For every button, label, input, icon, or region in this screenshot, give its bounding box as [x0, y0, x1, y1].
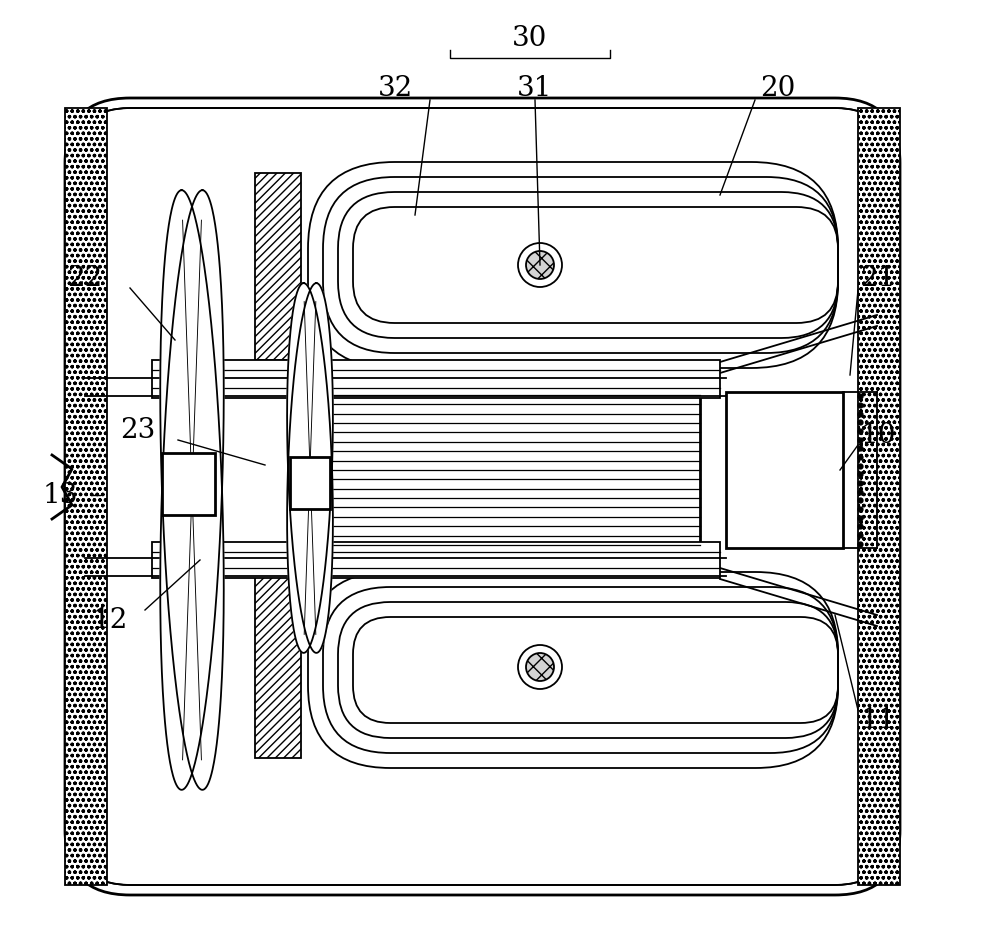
- Polygon shape: [160, 190, 224, 790]
- Text: 11: 11: [860, 706, 896, 734]
- Bar: [255, 173, 301, 360]
- Bar: [305, 395, 700, 545]
- Bar: [726, 392, 843, 548]
- Bar: [290, 457, 330, 509]
- Polygon shape: [287, 283, 333, 653]
- Text: 20: 20: [760, 74, 796, 101]
- Bar: [152, 542, 720, 578]
- Text: 12: 12: [92, 607, 128, 633]
- Text: 10: 10: [860, 421, 896, 448]
- FancyBboxPatch shape: [65, 98, 900, 895]
- Bar: [162, 453, 215, 515]
- Polygon shape: [160, 190, 224, 790]
- Text: 21: 21: [860, 265, 896, 292]
- Text: 22: 22: [67, 265, 103, 292]
- Bar: [858, 108, 900, 885]
- Text: 30: 30: [512, 24, 548, 52]
- Ellipse shape: [526, 251, 554, 279]
- Ellipse shape: [518, 645, 562, 689]
- Bar: [152, 360, 720, 398]
- Bar: [65, 108, 107, 885]
- Text: 32: 32: [377, 74, 413, 101]
- Polygon shape: [287, 283, 333, 653]
- Ellipse shape: [518, 243, 562, 287]
- Text: 23: 23: [120, 416, 156, 444]
- Text: 31: 31: [517, 74, 553, 101]
- FancyBboxPatch shape: [75, 108, 890, 885]
- Ellipse shape: [526, 653, 554, 681]
- Text: 13: 13: [42, 481, 78, 508]
- Bar: [255, 575, 301, 758]
